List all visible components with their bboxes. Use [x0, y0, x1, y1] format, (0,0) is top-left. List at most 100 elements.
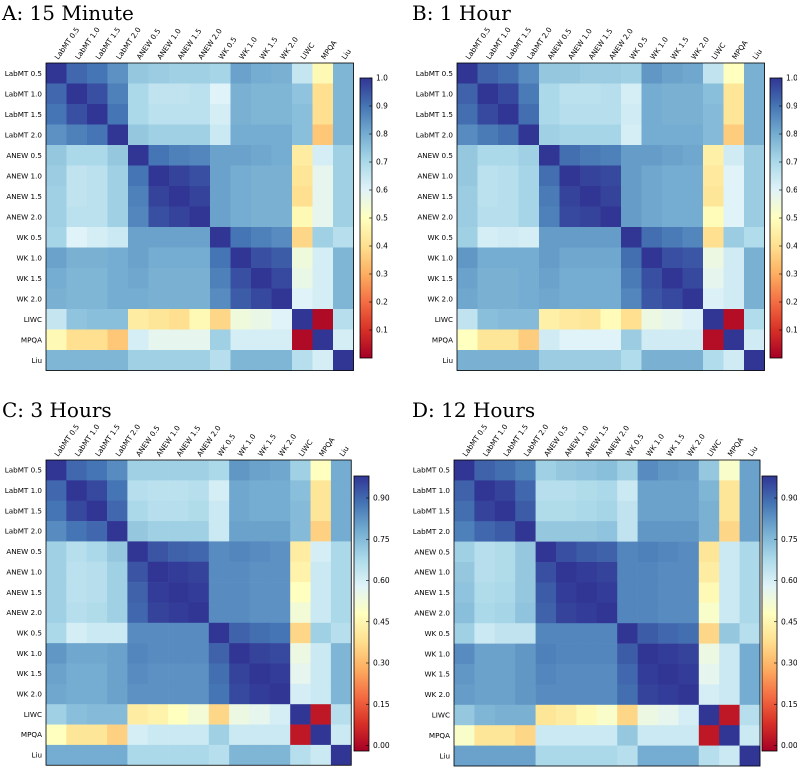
heatmap-cell [210, 309, 231, 330]
heatmap-cell [637, 541, 659, 563]
heatmap-cell [188, 643, 210, 664]
heatmap-cell [249, 643, 271, 664]
heatmap-cell [682, 206, 704, 228]
heatmap-cell [290, 602, 311, 624]
heatmap-cell [210, 165, 231, 187]
heatmap-cell [229, 622, 250, 644]
colorbar-tick-label: 0.90 [781, 494, 797, 503]
heatmap-cell [617, 521, 638, 542]
heatmap-cell [188, 744, 210, 766]
heatmap-cell [682, 83, 704, 105]
heatmap-cell [208, 744, 230, 766]
heatmap-cell [477, 350, 499, 371]
heatmap-cell [251, 329, 272, 351]
heatmap-cell [576, 521, 598, 542]
y-tick-label: ANEW 1.5 [414, 588, 450, 597]
heatmap-cell [682, 288, 704, 310]
heatmap-cell [744, 83, 765, 105]
colorbar-tick-label: 1.0 [376, 74, 388, 83]
heatmap-cell [494, 725, 516, 746]
heatmap-cell [290, 500, 311, 522]
y-tick-label: LabMT 1.0 [5, 89, 43, 98]
heatmap-cell [208, 622, 230, 644]
x-tick-label: WK 1.5 [669, 35, 691, 61]
heatmap-cell [739, 562, 761, 583]
heatmap-cell [662, 124, 683, 146]
heatmap-cell [596, 480, 618, 502]
heatmap-cell [66, 561, 87, 583]
heatmap-cell [515, 500, 536, 522]
heatmap-cell [87, 165, 108, 187]
heatmap-cell [637, 725, 659, 746]
heatmap-cell [658, 643, 679, 665]
heatmap-cell [515, 725, 536, 746]
heatmap-cell [87, 145, 108, 166]
heatmap-cell [107, 602, 128, 624]
heatmap-cell [128, 309, 149, 330]
heatmap-cell [678, 521, 700, 542]
heatmap-cell [148, 350, 170, 371]
heatmap-cell [46, 521, 67, 542]
heatmap-cell [86, 521, 108, 542]
heatmap-cell [559, 227, 581, 248]
heatmap-cell [637, 500, 659, 522]
heatmap-cell [518, 83, 540, 105]
heatmap-cell [46, 63, 67, 84]
heatmap-cell [617, 562, 638, 583]
heatmap-cell [641, 124, 663, 146]
heatmap-cell [535, 725, 557, 746]
heatmap-cell [208, 643, 230, 664]
y-tick-label: WK 1.5 [16, 274, 42, 283]
y-tick-label: ANEW 1.0 [6, 171, 42, 180]
heatmap-cell [333, 104, 354, 125]
heatmap-cell [169, 124, 190, 146]
heatmap-cell [169, 165, 190, 187]
heatmap-cell [107, 288, 129, 310]
heatmap-cell [739, 643, 761, 665]
heatmap-cell [477, 63, 499, 84]
heatmap-cell [703, 309, 724, 330]
heatmap-cell [682, 329, 704, 351]
heatmap-cell [744, 329, 765, 351]
heatmap-cell [454, 725, 475, 746]
heatmap-cell [168, 460, 189, 481]
heatmap-cell [312, 165, 334, 187]
heatmap-cell [621, 309, 642, 330]
heatmap-cell [312, 309, 334, 330]
heatmap-cell [230, 329, 252, 351]
heatmap-cell [66, 350, 88, 371]
heatmap-cell [739, 500, 761, 522]
y-tick-label: WK 2.0 [16, 294, 42, 303]
heatmap-cell [107, 104, 129, 125]
heatmap-cell [249, 724, 271, 746]
heatmap-cell [703, 165, 724, 187]
heatmap-cell [621, 63, 642, 84]
heatmap-cell [457, 186, 478, 207]
heatmap-cell [290, 643, 311, 664]
heatmap-cell [147, 663, 169, 685]
x-tick-label: WK 1.5 [256, 432, 278, 458]
heatmap-cell [290, 582, 311, 603]
heatmap-cell [477, 227, 499, 248]
heatmap-cell [457, 104, 478, 125]
heatmap-cell [269, 602, 291, 624]
y-tick-label: MPQA [429, 731, 450, 740]
heatmap-cell [292, 206, 313, 228]
heatmap-cell [739, 541, 761, 563]
heatmap-cell [454, 582, 475, 604]
heatmap-cell [535, 521, 557, 542]
heatmap-cells [46, 460, 352, 766]
heatmap-cell [148, 83, 170, 105]
heatmap-cell [739, 480, 761, 502]
heatmap-cell [744, 350, 765, 371]
heatmap-cell [46, 460, 67, 481]
heatmap-cell [518, 350, 540, 371]
y-tick-label: WK 2.0 [424, 690, 450, 699]
heatmap-cell [617, 460, 638, 481]
heatmap-cell [744, 104, 765, 125]
heatmap-cell [66, 309, 88, 330]
y-tick-label: ANEW 2.0 [417, 212, 453, 221]
heatmap-cell [312, 124, 334, 146]
heatmap-cell [147, 561, 169, 583]
heatmap-cell [576, 684, 598, 706]
